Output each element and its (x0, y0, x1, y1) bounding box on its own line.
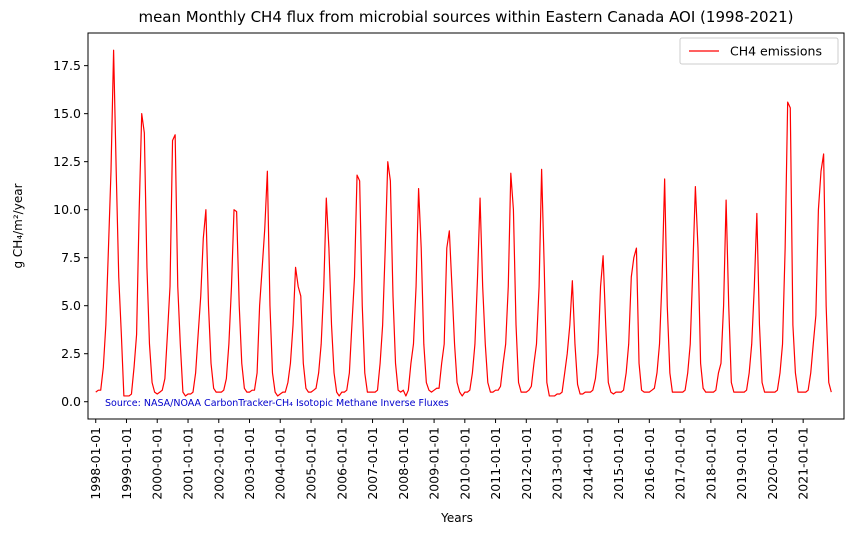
x-tick-label: 2014-01-01 (580, 427, 595, 500)
y-tick-label: 5.0 (61, 298, 81, 313)
plot-area (87, 32, 845, 420)
y-tick-label: 0.0 (61, 394, 81, 409)
series-line-ch4-emissions (95, 49, 832, 397)
x-tick-label: 2008-01-01 (396, 427, 411, 500)
x-tick-label: 2010-01-01 (457, 427, 472, 500)
x-tick-label: 2004-01-01 (273, 427, 288, 500)
legend: CH4 emissions (679, 37, 839, 65)
legend-label: CH4 emissions (730, 44, 822, 59)
y-tick-label: 7.5 (61, 250, 81, 265)
chart-title: mean Monthly CH4 flux from microbial sou… (138, 8, 793, 26)
x-tick-label: 2009-01-01 (427, 427, 442, 500)
x-tick-label: 2013-01-01 (550, 427, 565, 500)
x-tick-label: 2006-01-01 (334, 427, 349, 500)
y-tick-label: 12.5 (53, 154, 81, 169)
x-tick-label: 2001-01-01 (181, 427, 196, 500)
x-tick-label: 1999-01-01 (119, 427, 134, 500)
x-tick-label: 2017-01-01 (673, 427, 688, 500)
x-tick-label: 2005-01-01 (304, 427, 319, 500)
x-axis: 1998-01-01 1999-01-01 2000-01-01 2001-01-01… (88, 419, 811, 500)
x-tick-label: 2007-01-01 (365, 427, 380, 500)
x-tick-label: 2016-01-01 (642, 427, 657, 500)
x-tick-label: 2002-01-01 (211, 427, 226, 500)
y-tick-label: 10.0 (53, 202, 81, 217)
x-tick-label: 2019-01-01 (734, 427, 749, 500)
x-tick-label: 2018-01-01 (703, 427, 718, 500)
x-tick-label: 1998-01-01 (88, 427, 103, 500)
y-tick-label: 17.5 (53, 58, 81, 73)
legend-box (679, 37, 839, 65)
series-layer (95, 49, 832, 397)
y-axis: 0.0 2.5 5.0 7.5 10.0 12.5 15.0 17.5 (53, 58, 88, 409)
x-axis-label: Years (440, 511, 473, 525)
source-note: Source: NASA/NOAA CarbonTracker-CH₄ Isot… (105, 398, 449, 409)
x-tick-label: 2011-01-01 (488, 427, 503, 500)
x-tick-label: 2003-01-01 (242, 427, 257, 500)
x-tick-label: 2015-01-01 (611, 427, 626, 500)
y-axis-label: g CH₄/m²/year (11, 183, 25, 268)
x-tick-label: 2012-01-01 (519, 427, 534, 500)
y-tick-label: 15.0 (53, 106, 81, 121)
x-tick-label: 2000-01-01 (150, 427, 165, 500)
x-tick-label: 2020-01-01 (765, 427, 780, 500)
y-tick-label: 2.5 (61, 346, 81, 361)
x-tick-label: 2021-01-01 (796, 427, 811, 500)
